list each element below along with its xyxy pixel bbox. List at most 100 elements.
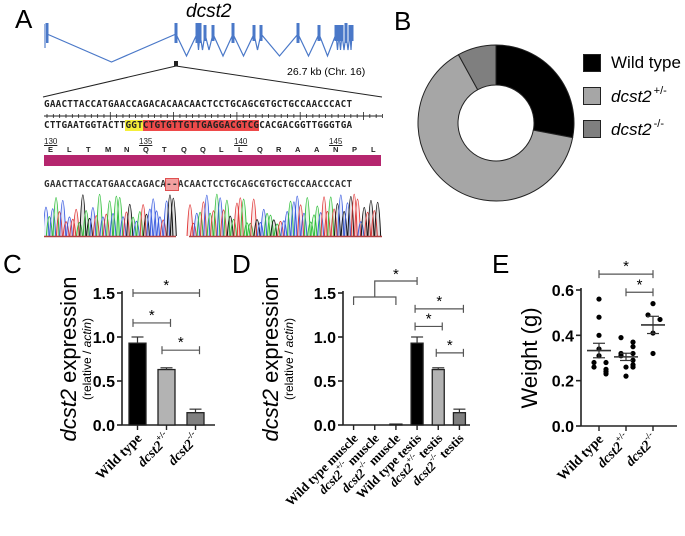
exon (340, 25, 344, 41)
subtitle-part: (relative / (80, 347, 94, 400)
exon-utr (44, 24, 46, 48)
aa-residue: E (48, 145, 54, 154)
amino-acid-numbering: 130 135 140 145 (44, 137, 384, 147)
significance-star: * (393, 266, 399, 283)
data-point (630, 364, 636, 370)
expression-chart-c: 0.0 0.5 1.0 1.5 dcst2 expression (relative / … (56, 276, 215, 483)
chromatogram-peak (263, 212, 271, 237)
significance-group-bracket (352, 296, 397, 305)
legend-swatch (583, 53, 601, 72)
chromatogram-peak (149, 198, 157, 237)
category-gene: dcst2 (409, 458, 439, 488)
sequence-forward: GAACTTACCATGAACCAGACACAACAACTCCTGCAGCGTG… (44, 99, 353, 110)
chromatogram-peak (106, 200, 114, 237)
category-gene: dcst2 (166, 437, 198, 469)
chromatogram-peak (52, 197, 60, 237)
data-point (623, 364, 629, 370)
chromatogram-peak (246, 222, 254, 237)
aa-residue: N (333, 145, 339, 154)
y-title-rest: expression (258, 276, 283, 389)
exon (231, 23, 235, 43)
bar (157, 368, 176, 426)
data-point (591, 364, 597, 370)
exon (203, 25, 207, 41)
aa-residue: Q (200, 145, 206, 154)
sequence-reverse-with-guide: CTTGAATGGTACTTGGTCTGTGTTGTTGAGGACGTCGCAC… (44, 120, 352, 131)
y-tick-label: 1.5 (314, 286, 336, 303)
bar (128, 342, 147, 426)
aa-residue: M (105, 145, 112, 154)
aa-number: 145 (329, 137, 343, 146)
legend-label: dcst2 +/- (611, 84, 667, 106)
chromatogram-peak (216, 197, 224, 237)
significance-bracket (374, 277, 418, 297)
translation-bar (44, 155, 381, 166)
y-axis-subtitle: (relative / actin) (80, 318, 94, 400)
data-point (618, 335, 624, 341)
x-category-label: dcst2+/- (132, 428, 174, 470)
mutant-seq-after: ACAACTCCTGCAGCGTGCTGCCAACCCACT (177, 179, 353, 190)
chromatogram-peak (156, 216, 164, 237)
exon (198, 23, 202, 43)
subtitle-part: actin (282, 322, 296, 348)
pam-highlight: GGT (125, 120, 143, 131)
y-tick-label: 0.0 (93, 418, 115, 435)
data-point (650, 301, 656, 307)
y-tick-label: 0.6 (552, 283, 574, 300)
chromatogram-peak (139, 204, 147, 237)
significance-star: * (178, 334, 184, 351)
y-axis-subtitle: (relative / actin) (282, 318, 296, 400)
aa-number: 130 (44, 137, 58, 146)
bar (452, 412, 467, 426)
chromatogram-peak (357, 221, 365, 237)
subtitle-part: ) (282, 318, 296, 322)
slice-heterozygous (417, 53, 574, 202)
gene-size-label: 26.7 kb (Chr. 16) (287, 66, 366, 78)
significance-star: * (426, 310, 432, 327)
category-gene: dcst2 (623, 438, 655, 470)
data-point (630, 339, 636, 345)
y-tick-label: 0.2 (552, 374, 574, 391)
data-point (650, 350, 656, 357)
data-point (603, 359, 609, 366)
bar (410, 342, 424, 426)
gene-title: dcst2 (186, 1, 232, 22)
aa-residue: A (314, 145, 320, 154)
data-point (630, 357, 636, 363)
chromatogram-peak (360, 207, 368, 237)
y-tick-label: 0.0 (314, 418, 336, 435)
expression-chart-d: 0.0 0.5 1.0 1.5 dcst2 expression (relative / … (258, 266, 470, 509)
significance-star: * (623, 258, 629, 275)
aa-residue: N (124, 145, 130, 154)
panel-e-label: E (492, 249, 510, 279)
y-tick-label: 0.5 (314, 374, 336, 391)
chromatogram-peak (129, 216, 137, 237)
bar (389, 423, 403, 426)
y-axis-title: Weight (g) (517, 307, 542, 408)
legend-item-wild-type: Wild type (583, 46, 681, 79)
data-point (630, 344, 636, 350)
exon (317, 25, 321, 41)
y-title-rest: expression (56, 276, 81, 389)
significance-star: * (637, 276, 643, 293)
aa-residue: A (295, 145, 301, 154)
aa-residue: Q (143, 145, 149, 154)
pie-legend: Wild type dcst2 +/- dcst2 -/- (583, 46, 681, 145)
chromatogram-peak (230, 218, 238, 237)
reverse-seq-segment: CTTGAATGGTACTT (44, 120, 126, 131)
aa-residue: L (67, 145, 72, 154)
deletion-marker: -- (165, 178, 179, 191)
data-point (630, 350, 636, 357)
exon (252, 25, 256, 41)
chromatogram-peak (166, 194, 174, 237)
legend-item-heterozygous: dcst2 +/- (583, 79, 681, 112)
x-category-label: dcst2-/- (620, 429, 660, 469)
mutant-seq-before: GAACTTACCATGAACCAGACA (44, 179, 167, 190)
exon (344, 23, 348, 43)
chromatogram-peak (169, 198, 177, 237)
chromatogram-peak (92, 215, 100, 237)
aa-residue: R (276, 145, 282, 154)
exon (296, 23, 300, 43)
